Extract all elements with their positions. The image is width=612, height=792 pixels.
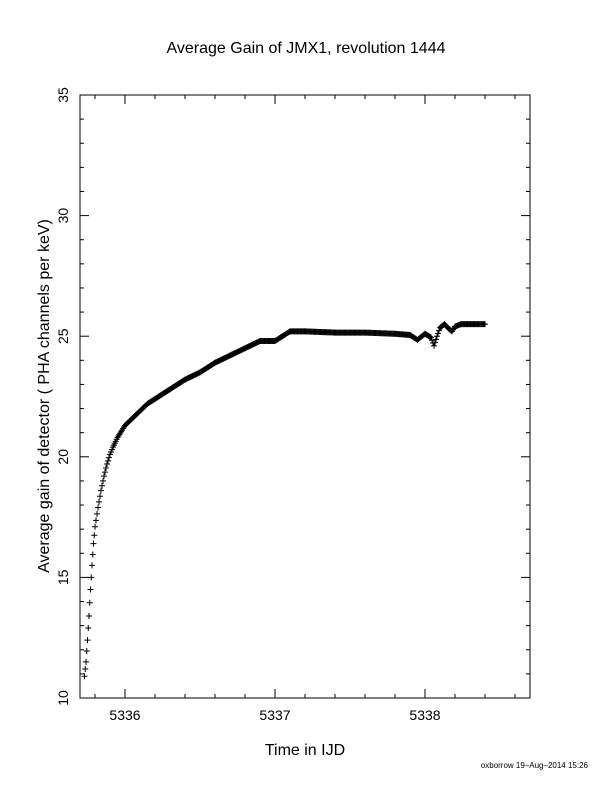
data-point [97,493,103,500]
data-point [81,673,88,680]
data-point [89,551,96,558]
data-point [436,327,442,334]
data-point [427,333,434,340]
y-tick-label: 35 [55,87,71,103]
y-axis-label: Average gain of detector ( PHA channels … [36,219,53,573]
data-point [83,658,89,665]
data-point [104,461,110,468]
data-point [103,465,109,472]
data-point [95,504,101,511]
data-point [118,428,125,435]
data-point [92,523,98,530]
data-point [434,333,440,340]
plot-area [79,94,531,699]
data-point [102,469,108,476]
x-tick-label: 5338 [409,707,440,723]
x-tick-label: 5337 [259,707,290,723]
x-tick-label: 5336 [109,707,140,723]
data-point [96,498,102,505]
y-tick-label: 15 [55,569,71,585]
data-point [86,599,93,606]
data-points [81,321,488,680]
data-point [428,334,434,341]
data-point [90,540,97,547]
data-point [83,647,90,654]
data-point [435,330,441,337]
y-tick-label: 10 [55,690,71,706]
chart-title: Average Gain of JMX1, revolution 1444 [167,40,446,57]
data-point [101,473,107,480]
data-point [433,336,439,343]
data-point [94,510,100,517]
axis-ticks [80,94,530,699]
data-point [86,612,92,619]
data-point [82,666,89,673]
data-point [88,574,95,581]
data-point [93,517,99,524]
footer-credit: oxborrow 19–Aug–2014 15:26 [481,761,589,770]
data-point [432,339,438,346]
data-point [431,342,437,349]
data-point [85,625,92,632]
data-point [89,562,95,569]
data-point [84,637,91,644]
y-tick-labels: 10 15 20 25 30 35 [55,87,71,706]
data-point [482,321,488,328]
data-point [100,477,106,484]
data-point [105,457,111,464]
y-tick-label: 20 [55,449,71,465]
x-axis-label: Time in IJD [265,742,345,759]
y-tick-label: 25 [55,328,71,344]
data-point [91,532,98,539]
data-point [99,482,105,489]
plot-frame [79,94,531,699]
data-point [87,586,94,593]
y-tick-label: 30 [55,208,71,224]
data-point [98,487,104,494]
data-point [106,454,112,461]
x-tick-labels: 5336 5337 5338 [109,707,440,723]
